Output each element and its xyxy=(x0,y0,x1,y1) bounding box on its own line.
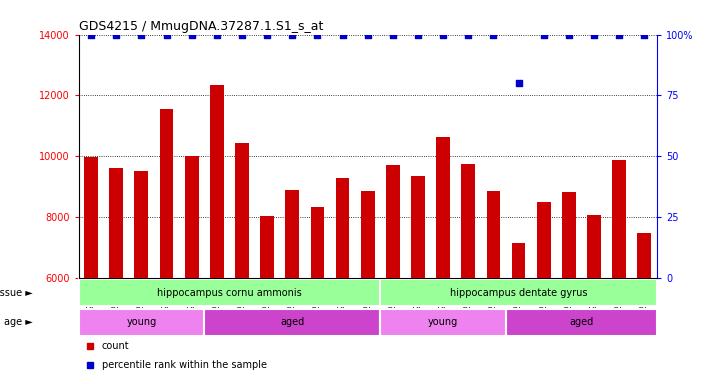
Bar xyxy=(79,279,381,306)
Bar xyxy=(361,190,375,278)
Point xyxy=(161,31,172,38)
Point xyxy=(613,31,625,38)
Point xyxy=(136,31,147,38)
Bar xyxy=(381,309,506,336)
Point xyxy=(412,31,423,38)
Point xyxy=(538,31,550,38)
Bar xyxy=(436,137,450,278)
Point xyxy=(337,31,348,38)
Point xyxy=(638,31,650,38)
Bar xyxy=(461,164,476,278)
Point xyxy=(186,31,197,38)
Bar xyxy=(612,160,626,278)
Bar xyxy=(311,207,324,278)
Bar xyxy=(260,215,274,278)
Bar xyxy=(587,215,601,278)
Bar xyxy=(79,309,204,336)
Text: hippocampus cornu ammonis: hippocampus cornu ammonis xyxy=(157,288,302,298)
Text: hippocampus dentate gyrus: hippocampus dentate gyrus xyxy=(450,288,588,298)
Bar xyxy=(235,142,249,278)
Point xyxy=(111,31,122,38)
Point xyxy=(86,31,97,38)
Point xyxy=(438,31,449,38)
Bar xyxy=(411,176,425,278)
Bar xyxy=(537,202,550,278)
Bar xyxy=(286,190,299,278)
Text: age ►: age ► xyxy=(4,318,32,328)
Bar xyxy=(381,279,657,306)
Point xyxy=(211,31,223,38)
Text: young: young xyxy=(428,318,458,328)
Point xyxy=(261,31,273,38)
Bar xyxy=(84,157,98,278)
Text: aged: aged xyxy=(280,318,304,328)
Bar xyxy=(336,177,349,278)
Text: young: young xyxy=(126,318,156,328)
Point xyxy=(236,31,248,38)
Bar xyxy=(386,166,400,278)
Bar xyxy=(210,85,223,278)
Text: count: count xyxy=(101,341,129,351)
Bar xyxy=(486,190,501,278)
Text: GDS4215 / MmugDNA.37287.1.S1_s_at: GDS4215 / MmugDNA.37287.1.S1_s_at xyxy=(79,20,323,33)
Bar xyxy=(109,168,124,278)
Point xyxy=(312,31,323,38)
Bar xyxy=(134,171,149,278)
Bar xyxy=(160,109,174,278)
Point xyxy=(387,31,398,38)
Text: percentile rank within the sample: percentile rank within the sample xyxy=(101,361,266,371)
Bar xyxy=(512,243,526,278)
Point xyxy=(488,31,499,38)
Bar xyxy=(506,309,657,336)
Point xyxy=(463,31,474,38)
Point xyxy=(286,31,298,38)
Point xyxy=(513,80,524,86)
Text: aged: aged xyxy=(569,318,593,328)
Bar xyxy=(204,309,381,336)
Bar xyxy=(185,156,198,278)
Bar xyxy=(638,233,651,278)
Bar xyxy=(562,192,575,278)
Point xyxy=(563,31,575,38)
Point xyxy=(588,31,600,38)
Text: tissue ►: tissue ► xyxy=(0,288,32,298)
Point xyxy=(362,31,373,38)
